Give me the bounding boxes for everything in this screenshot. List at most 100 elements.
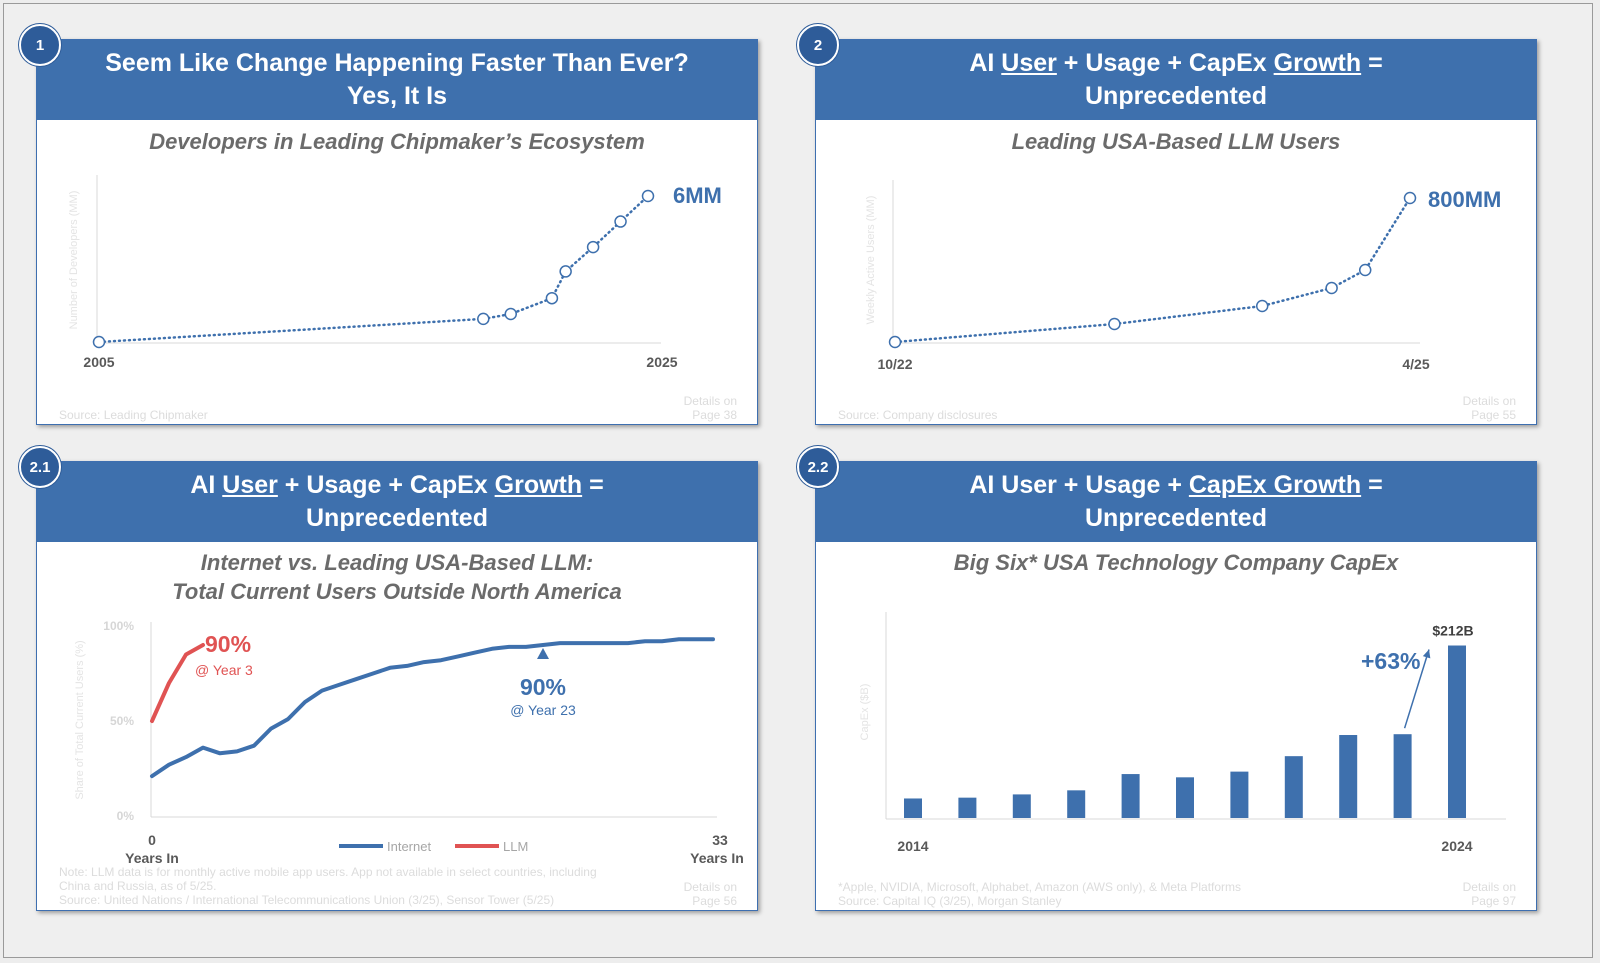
panel-badge-2: 2 bbox=[797, 24, 839, 66]
y-axis-label: Share of Total Current Users (%) bbox=[74, 640, 86, 799]
legend-label-internet: Internet bbox=[387, 839, 431, 854]
note-line-3: Source: United Nations / International T… bbox=[59, 893, 555, 907]
panel-1: Seem Like Change Happening Faster Than E… bbox=[36, 39, 758, 425]
details-line-2: Page 56 bbox=[692, 894, 737, 908]
bar-2021 bbox=[1284, 756, 1303, 818]
growth-arrow-shaft bbox=[1403, 649, 1430, 729]
header-line-2: Unprecedented bbox=[306, 504, 488, 532]
annotation-sub-llm: @ Year 3 bbox=[195, 662, 253, 678]
data-point bbox=[1255, 299, 1269, 313]
note-line-2: Source: Capital IQ (3/25), Morgan Stanle… bbox=[838, 894, 1062, 908]
source-note: *Apple, NVIDIA, Microsoft, Alphabet, Ama… bbox=[838, 880, 1241, 908]
bar-2023 bbox=[1393, 734, 1412, 818]
end-value-label: 800MM bbox=[1428, 187, 1501, 212]
header-line-1: Seem Like Change Happening Faster Than E… bbox=[105, 49, 689, 77]
header-line-2: Yes, It Is bbox=[346, 82, 448, 110]
growth-arrow-head bbox=[1422, 649, 1431, 659]
details-note: Details on Page 97 bbox=[1463, 880, 1516, 908]
details-line-2: Page 55 bbox=[1471, 408, 1516, 422]
header-line-1: AI User + Usage + CapEx Growth = bbox=[190, 469, 603, 502]
panel-header: AI User + Usage + CapEx Growth = Unprece… bbox=[816, 462, 1536, 542]
x-tick-label: 2005 bbox=[83, 354, 114, 370]
x-tick-label: 33 bbox=[712, 832, 728, 848]
header-part-underlined: CapEx Growth bbox=[1188, 471, 1362, 499]
header-part: = bbox=[1361, 471, 1383, 499]
annotation-marker bbox=[537, 648, 549, 659]
y-tick-label: 0% bbox=[117, 809, 135, 823]
growth-label: +63% bbox=[1361, 648, 1420, 674]
annotation-value-internet: 90% bbox=[520, 674, 566, 700]
data-point bbox=[1325, 281, 1338, 295]
subtitle-line-2: Total Current Users Outside North Americ… bbox=[172, 579, 622, 604]
chart-subtitle: Big Six* USA Technology Company CapEx bbox=[953, 550, 1399, 575]
series-line-internet bbox=[150, 637, 715, 779]
header-part-underlined: Growth bbox=[494, 471, 583, 499]
header-line-1: AI User + Usage + CapEx Growth = bbox=[969, 47, 1382, 80]
details-note: Details on Page 56 bbox=[684, 880, 737, 908]
data-point bbox=[545, 291, 559, 305]
bar-2016 bbox=[1012, 794, 1031, 818]
chart-subtitle: Leading USA-Based LLM Users bbox=[1011, 129, 1341, 154]
panel-header: Seem Like Change Happening Faster Than E… bbox=[37, 40, 757, 120]
panel-2-2: AI User + Usage + CapEx Growth = Unprece… bbox=[815, 461, 1537, 911]
x-tick-sublabel: Years In bbox=[125, 850, 179, 866]
data-point bbox=[586, 240, 600, 254]
source-note: Source: Company disclosures bbox=[838, 408, 998, 422]
y-axis-label: CapEx ($B) bbox=[859, 684, 871, 741]
legend-label-llm: LLM bbox=[503, 839, 528, 854]
details-line-1: Details on bbox=[683, 880, 737, 894]
header-part: AI bbox=[969, 49, 1002, 77]
header-part: + Usage + CapEx bbox=[1056, 49, 1274, 77]
bar-2015 bbox=[958, 797, 977, 818]
annotation-sub-internet: @ Year 23 bbox=[510, 702, 576, 718]
details-note: Details on Page 38 bbox=[684, 394, 737, 422]
chart-internet-vs-llm: Share of Total Current Users (%) 0% 50% 100… bbox=[74, 619, 744, 866]
header-part: + Usage + CapEx bbox=[277, 471, 495, 499]
data-point bbox=[1108, 317, 1121, 331]
details-note: Details on Page 55 bbox=[1463, 394, 1516, 422]
bar-2022 bbox=[1339, 735, 1358, 818]
bar-2017 bbox=[1067, 790, 1086, 818]
bar-value-label: $212B bbox=[1432, 623, 1473, 639]
header-line-2: Unprecedented bbox=[1085, 504, 1267, 532]
x-tick-label: 0 bbox=[148, 832, 156, 848]
details-line-1: Details on bbox=[1462, 394, 1516, 408]
header-part: = bbox=[1361, 49, 1383, 77]
header-part-underlined: Growth bbox=[1273, 49, 1362, 77]
series-line bbox=[893, 196, 1412, 344]
bar-2020 bbox=[1230, 771, 1249, 818]
panel-header: AI User + Usage + CapEx Growth = Unprece… bbox=[37, 462, 757, 542]
x-tick-label: 4/25 bbox=[1402, 356, 1429, 372]
details-line-1: Details on bbox=[1462, 880, 1516, 894]
bar-2024 bbox=[1448, 645, 1466, 818]
data-point bbox=[614, 215, 627, 228]
source-note: Source: Leading Chipmaker bbox=[59, 408, 208, 422]
panel-badge-2-2: 2.2 bbox=[797, 446, 839, 488]
note-line-1: Note: LLM data is for monthly active mob… bbox=[59, 865, 597, 879]
panel-badge-1: 1 bbox=[19, 24, 61, 66]
bar-2014 bbox=[904, 798, 922, 818]
data-point bbox=[559, 265, 572, 278]
chart-developers: Number of Developers (MM) 2005 2025 6MM bbox=[68, 175, 722, 370]
data-point bbox=[1403, 191, 1417, 205]
details-line-2: Page 38 bbox=[692, 408, 737, 422]
y-tick-label: 100% bbox=[103, 619, 134, 633]
source-note: Note: LLM data is for monthly active mob… bbox=[59, 865, 597, 907]
chart-llm-users: Weekly Active Users (MM) 10/22 4/25 800MM bbox=[865, 180, 1501, 372]
x-tick-label: 10/22 bbox=[877, 356, 912, 372]
header-part: AI bbox=[190, 471, 223, 499]
header-part-underlined: User bbox=[222, 471, 278, 499]
y-tick-label: 50% bbox=[110, 714, 134, 728]
chart-subtitle: Internet vs. Leading USA-Based LLM: Tota… bbox=[37, 548, 757, 606]
panel-badge-2-1: 2.1 bbox=[19, 446, 61, 488]
bar-2019 bbox=[1176, 777, 1194, 818]
data-point bbox=[641, 189, 655, 203]
bar-2018 bbox=[1121, 774, 1140, 818]
subtitle-line-1: Internet vs. Leading USA-Based LLM: bbox=[200, 550, 594, 575]
chart-subtitle: Developers in Leading Chipmaker’s Ecosys… bbox=[149, 129, 645, 154]
details-line-2: Page 97 bbox=[1471, 894, 1516, 908]
header-part-underlined: User bbox=[1001, 49, 1057, 77]
data-point bbox=[1358, 263, 1372, 277]
panel-2-1: AI User + Usage + CapEx Growth = Unprece… bbox=[36, 461, 758, 911]
x-tick-label: 2014 bbox=[897, 838, 928, 854]
